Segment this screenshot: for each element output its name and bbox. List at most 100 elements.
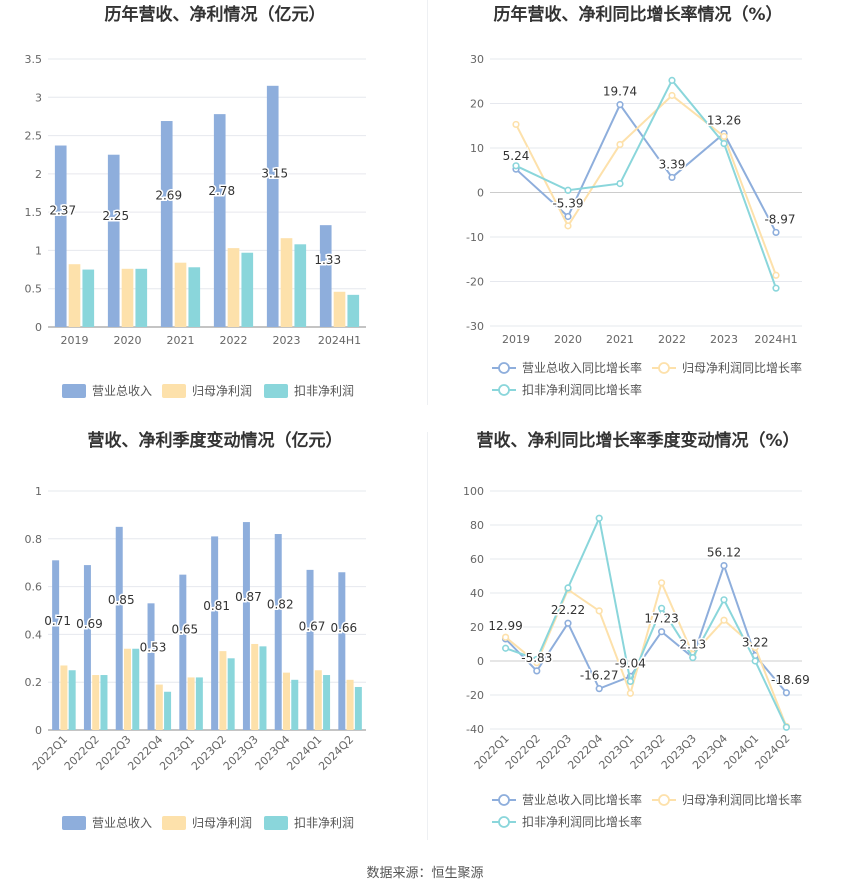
bar-data-label: 0.85 [108,593,135,607]
chart-panel-2: 历年营收、净利同比增长率情况（%） -30 -20 -10 0 10 20 30 2019 202… [466,4,802,397]
bar-2 [314,670,322,730]
bar-1 [179,574,187,730]
line-point-2 [595,607,603,615]
bar-3 [132,648,140,730]
source-label: 数据来源：恒生聚源 [366,866,484,881]
bar-data-label: 0.71 [44,614,71,628]
legend-swatch [162,384,186,398]
line-point-2 [616,140,624,149]
y-tick-label: 1.5 [25,206,43,219]
line-point-3 [626,677,635,686]
line-point-3 [502,644,510,652]
chart-panel-4: 营收、净利同比增长率季度变动情况（%） -40 -20 0 20 40 60 80 100 202… [463,430,811,829]
y-tick-label: 10 [470,142,484,155]
line-data-label: -9.04 [615,656,646,670]
legend-label: 归母净利润同比增长率 [682,792,802,807]
bar-data-label: 3.15 [261,166,288,180]
line-data-label: -18.69 [771,673,810,687]
y-tick-label: 2.5 [25,130,43,143]
line-point-1 [564,212,572,221]
bar-1 [54,145,67,327]
line-point-1 [595,685,603,693]
x-tick-label: 2024Q2 [752,732,792,772]
line-point-3 [772,284,780,292]
line-point-3 [751,657,759,665]
series-line-3 [515,78,777,289]
y-tick-label: 60 [470,553,484,566]
chart-panel-1: 历年营收、净利情况（亿元） 0 0.5 1 1.5 2 2.5 3 3.5 2019 2020 202… [25,4,366,398]
legend-swatch [264,384,288,398]
line-point-1 [720,561,728,570]
bar-data-label: 0.65 [171,623,198,637]
line-point-3 [564,186,572,194]
line-point-3 [668,76,676,84]
y-tick-label: 0 [477,187,484,200]
bar-3 [323,675,331,730]
line-point-2 [772,271,780,279]
line-point-2 [564,222,572,230]
legend-label: 扣非净利润 [294,816,354,830]
y-tick-label: -20 [466,276,484,289]
bar-3 [227,658,235,730]
legend-label: 营业总收入同比增长率 [522,360,642,375]
line-data-label: 19.74 [603,85,637,99]
legend-label: 扣非净利润同比增长率 [522,814,642,829]
line-data-label: 3.39 [659,157,686,171]
bar-1 [107,154,120,327]
bar-2 [187,677,195,730]
bar-2 [219,651,227,730]
legend-label: 营业总收入 [92,384,152,398]
line-data-label: -8.97 [764,212,795,226]
line-point-1 [533,667,541,675]
legend-marker [498,816,510,828]
bar-1 [83,565,91,730]
line-point-2 [668,91,676,100]
line-point-3 [782,723,791,731]
bar-3 [195,677,203,730]
line-point-2 [751,643,759,652]
line-point-3 [533,655,541,663]
line-data-label: 12.99 [488,619,522,633]
x-tick-label: 2024Q2 [316,733,356,773]
y-tick-label: 0 [35,724,42,737]
y-tick-label: 2 [35,168,42,181]
bar-2 [333,291,346,327]
x-tick-label: 2022 [220,334,248,347]
bar-2 [60,665,68,730]
y-tick-label: 3 [35,91,42,104]
x-tick-label: 2021 [167,334,195,347]
legend-label: 扣非净利润 [294,384,354,398]
bar-3 [82,269,95,327]
bar-2 [280,238,293,327]
bar-2 [251,643,259,730]
y-tick-label: 40 [470,587,484,600]
bar-data-label: 0.67 [299,620,326,634]
bar-1 [319,225,332,327]
bar-2 [124,648,131,730]
bar-data-label: 0.53 [140,640,167,654]
y-tick-label: 1 [35,244,42,257]
y-tick-label: 20 [470,98,484,111]
bar-2 [227,248,240,327]
line-data-label: 22.22 [551,603,585,617]
bar-3 [294,244,307,327]
bar-data-label: 1.33 [314,253,341,267]
bar-data-label: 0.81 [203,599,230,613]
bar-data-label: 0.69 [76,617,103,631]
bar-3 [347,294,360,327]
line-point-2 [720,132,728,141]
bar-2 [68,264,81,327]
legend-label: 归母净利润 [192,384,252,398]
bar-3 [188,267,201,327]
line-point-1 [782,689,791,697]
line-point-2 [512,120,520,129]
legend-marker [658,794,670,806]
y-tick-label: 0.2 [25,676,43,689]
chart-title: 营收、净利同比增长率季度变动情况（%） [476,430,799,451]
y-tick-label: 100 [463,485,484,498]
bar-3 [135,268,148,327]
bar-3 [354,686,362,730]
line-data-label: 5.24 [503,149,530,163]
line-point-1 [772,228,780,237]
bar-3 [291,679,299,730]
